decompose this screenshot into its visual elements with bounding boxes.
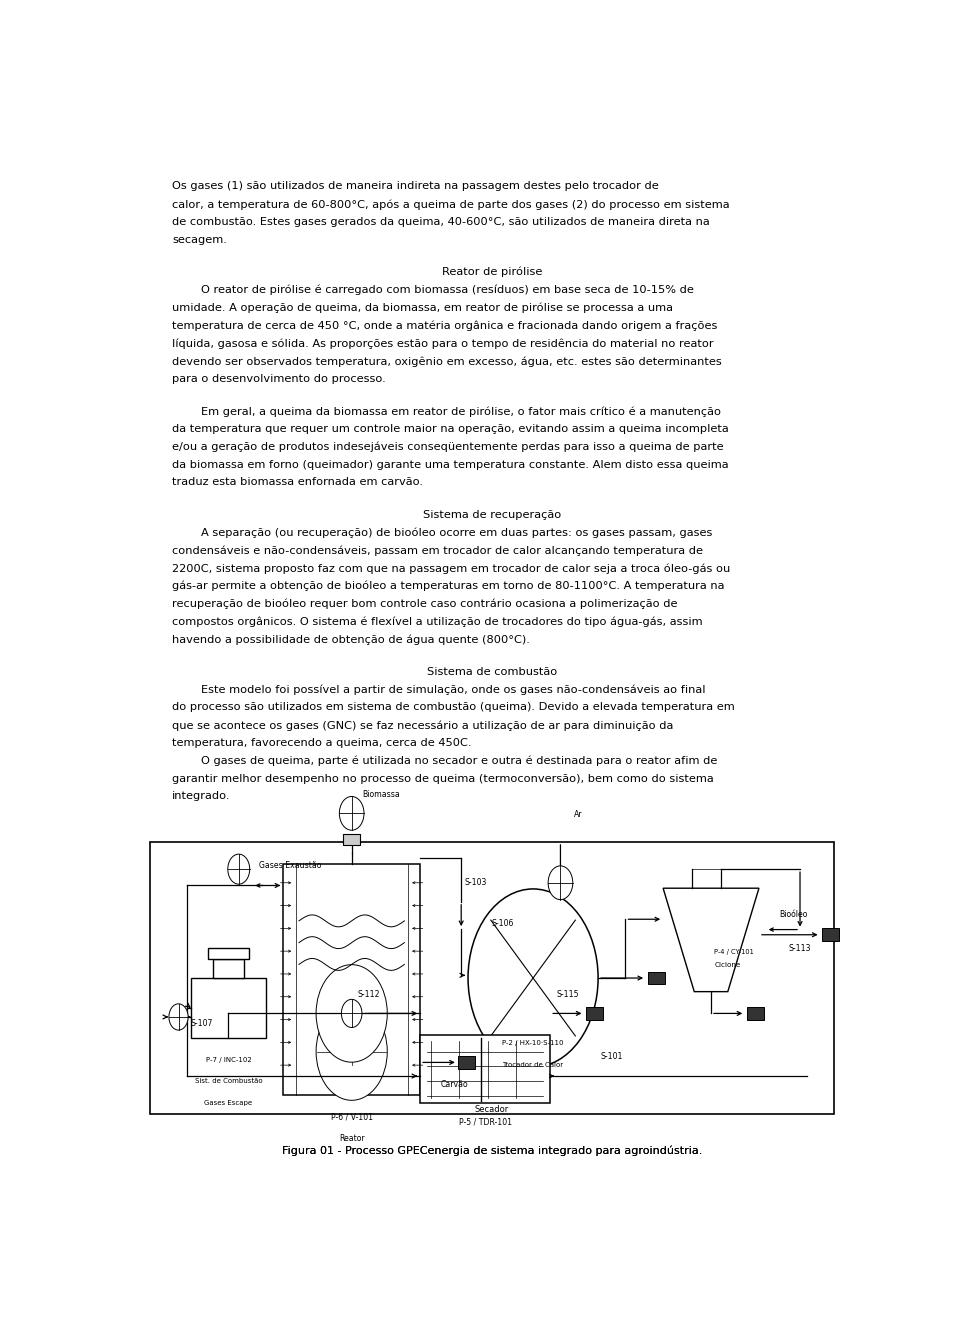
Bar — [207, 948, 250, 959]
Text: Reator de pirólise: Reator de pirólise — [442, 267, 542, 278]
Ellipse shape — [340, 797, 364, 830]
Text: recuperação de bioóleo requer bom controle caso contrário ocasiona a polimerizaç: recuperação de bioóleo requer bom contro… — [172, 598, 678, 609]
Text: P-6 / V-101: P-6 / V-101 — [330, 1112, 372, 1121]
Ellipse shape — [342, 1000, 362, 1027]
Text: Figura 01 - Processo GPECenergia de sistema integrado para agroindústria.: Figura 01 - Processo GPECenergia de sist… — [282, 1145, 702, 1156]
Text: da temperatura que requer um controle maior na operação, evitando assim a queima: da temperatura que requer um controle ma… — [172, 424, 729, 434]
Text: compostos orgânicos. O sistema é flexível a utilização de trocadores do tipo águ: compostos orgânicos. O sistema é flexíve… — [172, 617, 703, 628]
Text: Este modelo foi possível a partir de simulação, onde os gases não-condensáveis a: Este modelo foi possível a partir de sim… — [172, 685, 706, 695]
Text: devendo ser observados temperatura, oxigênio em excesso, água, etc. estes são de: devendo ser observados temperatura, oxig… — [172, 356, 722, 367]
Text: Em geral, a queima da biomassa em reator de pirólise, o fator mais crítico é a m: Em geral, a queima da biomassa em reator… — [172, 406, 721, 417]
Text: Trocador de Calor: Trocador de Calor — [502, 1062, 564, 1068]
Text: P-4 / CY-101: P-4 / CY-101 — [714, 949, 755, 956]
Text: líquida, gasosa e sólida. As proporções estão para o tempo de residência do mate: líquida, gasosa e sólida. As proporções … — [172, 339, 713, 348]
Text: da biomassa em forno (queimador) garante uma temperatura constante. Alem disto e: da biomassa em forno (queimador) garante… — [172, 459, 729, 470]
Text: S-103: S-103 — [465, 878, 487, 887]
Text: Gases Exaustão: Gases Exaustão — [259, 861, 322, 870]
Bar — [191, 978, 266, 1038]
Text: O reator de pirólise é carregado com biomassa (resíduos) em base seca de 10-15% : O reator de pirólise é carregado com bio… — [172, 285, 694, 295]
Text: S-107: S-107 — [191, 1019, 213, 1027]
Text: Ar: Ar — [574, 810, 583, 820]
Text: Biomassa: Biomassa — [362, 790, 399, 798]
Bar — [420, 1035, 550, 1103]
Text: gás-ar permite a obtenção de bioóleo a temperaturas em torno de 80-1100°C. A tem: gás-ar permite a obtenção de bioóleo a t… — [172, 581, 725, 592]
Text: havendo a possibilidade de obtenção de água quente (800°C).: havendo a possibilidade de obtenção de á… — [172, 634, 530, 645]
Text: Reator: Reator — [339, 1135, 365, 1143]
Bar — [150, 842, 834, 1113]
Ellipse shape — [316, 965, 387, 1062]
Text: garantir melhor desempenho no processo de queima (termoconversão), bem como do s: garantir melhor desempenho no processo d… — [172, 773, 714, 784]
Text: umidade. A operação de queima, da biomassa, em reator de pirólise se processa a : umidade. A operação de queima, da biomas… — [172, 303, 673, 314]
Bar — [344, 834, 360, 845]
Text: Bioóleo: Bioóleo — [780, 910, 808, 919]
Text: temperatura de cerca de 450 °C, onde a matéria orgânica e fracionada dando orige: temperatura de cerca de 450 °C, onde a m… — [172, 320, 717, 331]
Text: S-112: S-112 — [357, 990, 380, 998]
Text: S-106: S-106 — [492, 919, 515, 928]
Text: S-101: S-101 — [601, 1053, 623, 1062]
Text: Secador: Secador — [475, 1104, 509, 1113]
Text: integrado.: integrado. — [172, 792, 230, 801]
Text: Sistema de combustão: Sistema de combustão — [427, 666, 557, 677]
Text: P-5 / TDR-101: P-5 / TDR-101 — [459, 1117, 512, 1127]
Bar — [587, 1008, 603, 1019]
Text: Sistema de recuperação: Sistema de recuperação — [422, 510, 562, 519]
Text: P-7 / INC-102: P-7 / INC-102 — [205, 1057, 252, 1063]
Text: para o desenvolvimento do processo.: para o desenvolvimento do processo. — [172, 373, 386, 384]
Text: S-113: S-113 — [789, 944, 811, 953]
Bar — [648, 972, 665, 985]
Text: O gases de queima, parte é utilizada no secador e outra é destinada para o reato: O gases de queima, parte é utilizada no … — [172, 756, 717, 767]
Ellipse shape — [548, 866, 573, 899]
Ellipse shape — [169, 1004, 188, 1030]
Ellipse shape — [316, 1002, 387, 1100]
Bar — [283, 863, 420, 1095]
Text: P-2 / HX-10·S-110: P-2 / HX-10·S-110 — [502, 1041, 564, 1046]
Text: traduz esta biomassa enfornada em carvão.: traduz esta biomassa enfornada em carvão… — [172, 478, 423, 487]
Text: A separação (ou recuperação) de bioóleo ocorre em duas partes: os gases passam, : A separação (ou recuperação) de bioóleo … — [172, 527, 712, 538]
Ellipse shape — [468, 888, 598, 1067]
Polygon shape — [663, 888, 759, 992]
Bar — [823, 928, 839, 941]
Text: Carvão: Carvão — [441, 1079, 468, 1088]
Ellipse shape — [228, 854, 250, 884]
Text: Sist. de Combustão: Sist. de Combustão — [195, 1079, 262, 1084]
Bar — [747, 1008, 764, 1019]
Text: Ciclone: Ciclone — [714, 961, 741, 968]
Text: condensáveis e não-condensáveis, passam em trocador de calor alcançando temperat: condensáveis e não-condensáveis, passam … — [172, 545, 703, 556]
Bar — [458, 1057, 475, 1068]
Text: calor, a temperatura de 60-800°C, após a queima de parte dos gases (2) do proces: calor, a temperatura de 60-800°C, após a… — [172, 199, 730, 209]
Text: Figura 01 - Processo GPECenergia de sistema integrado para agroindústria.: Figura 01 - Processo GPECenergia de sist… — [282, 1145, 702, 1156]
Text: 2200C, sistema proposto faz com que na passagem em trocador de calor seja a troc: 2200C, sistema proposto faz com que na p… — [172, 563, 731, 573]
Text: e/ou a geração de produtos indesejáveis conseqüentemente perdas para isso a quei: e/ou a geração de produtos indesejáveis … — [172, 442, 724, 453]
Text: que se acontece os gases (GNC) se faz necessário a utilização de ar para diminui: que se acontece os gases (GNC) se faz ne… — [172, 720, 674, 731]
Text: de combustão. Estes gases gerados da queima, 40-600°C, são utilizados de maneira: de combustão. Estes gases gerados da que… — [172, 217, 709, 226]
Bar — [213, 959, 244, 978]
Text: S-115: S-115 — [556, 990, 579, 998]
Text: temperatura, favorecendo a queima, cerca de 450C.: temperatura, favorecendo a queima, cerca… — [172, 737, 471, 748]
Text: Os gases (1) são utilizados de maneira indireta na passagem destes pelo trocador: Os gases (1) são utilizados de maneira i… — [172, 181, 659, 191]
Text: do processo são utilizados em sistema de combustão (queima). Devido a elevada te: do processo são utilizados em sistema de… — [172, 702, 734, 712]
Text: secagem.: secagem. — [172, 234, 227, 245]
Text: Gases Escape: Gases Escape — [204, 1100, 252, 1107]
